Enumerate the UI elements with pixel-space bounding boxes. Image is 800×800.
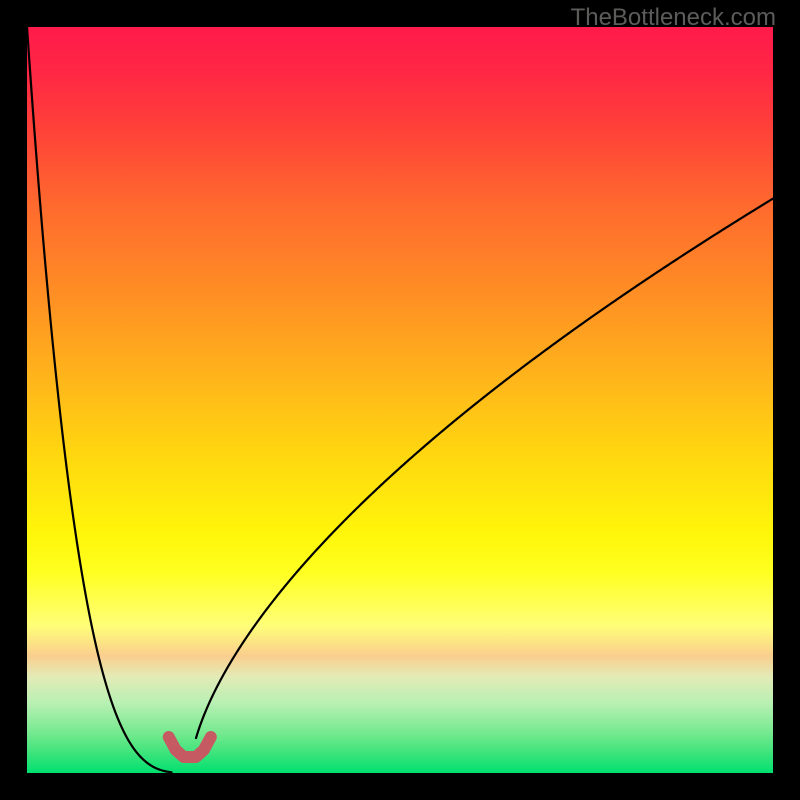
chart-stage: TheBottleneck.com [0, 0, 800, 800]
plot-layer [0, 0, 800, 800]
bottleneck-curve [27, 27, 773, 772]
notch-u-marker [169, 737, 211, 757]
